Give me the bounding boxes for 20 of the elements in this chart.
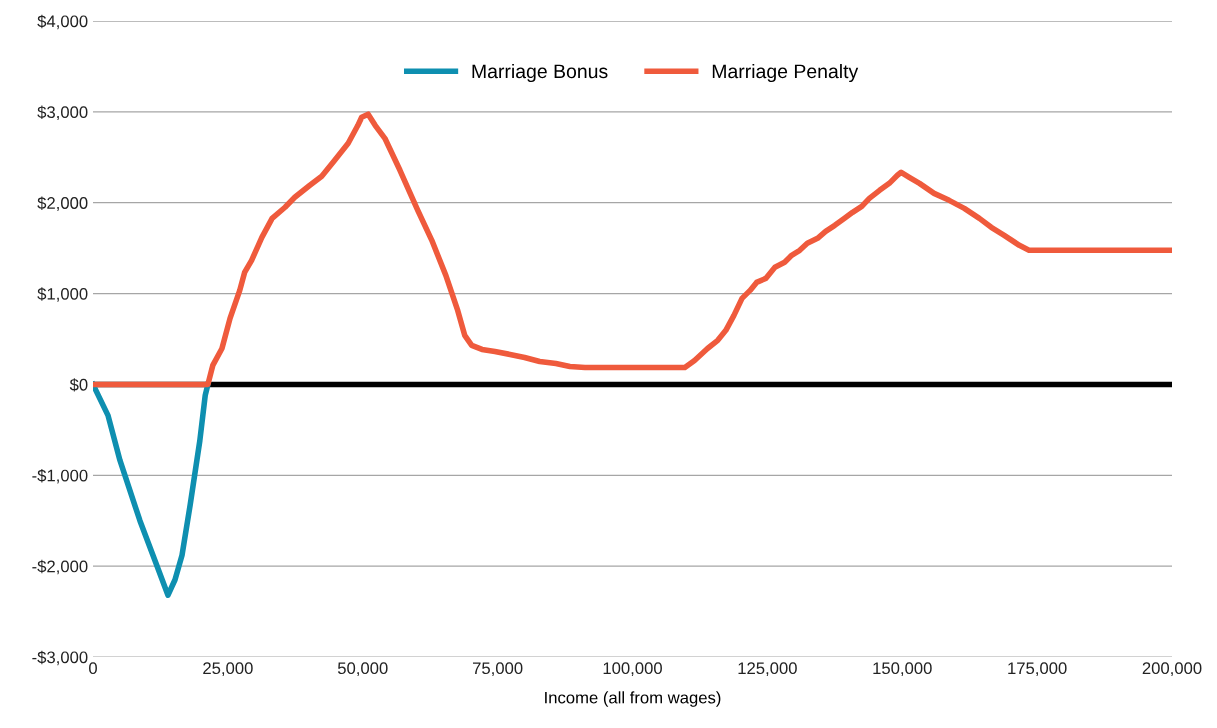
legend-label: Marriage Penalty	[712, 63, 859, 83]
y-tick-label: -$3,000	[32, 650, 88, 666]
legend-label: Marriage Bonus	[472, 63, 608, 83]
y-tick-label: $0	[69, 378, 88, 392]
y-tick-label: $2,000	[37, 196, 88, 211]
x-tick-label: 75,000	[472, 662, 523, 677]
x-tick-label: 0	[89, 662, 97, 675]
x-axis-title: Income (all from wages)	[545, 691, 721, 707]
x-tick-label: 175,000	[1008, 662, 1067, 677]
x-tick-label: 50,000	[337, 662, 388, 677]
y-tick-label: -$1,000	[32, 468, 88, 484]
y-tick-label: $1,000	[37, 287, 88, 302]
x-tick-label: 25,000	[203, 662, 253, 677]
x-tick-label: 100,000	[603, 662, 662, 677]
x-tick-label: 125,000	[738, 662, 797, 677]
y-tick-label: $3,000	[37, 105, 88, 121]
x-tick-label: 200,000	[1142, 662, 1202, 677]
x-tick-label: 150,000	[873, 662, 932, 677]
y-tick-label: -$2,000	[32, 559, 88, 575]
y-tick-label: $4,000	[37, 14, 88, 30]
